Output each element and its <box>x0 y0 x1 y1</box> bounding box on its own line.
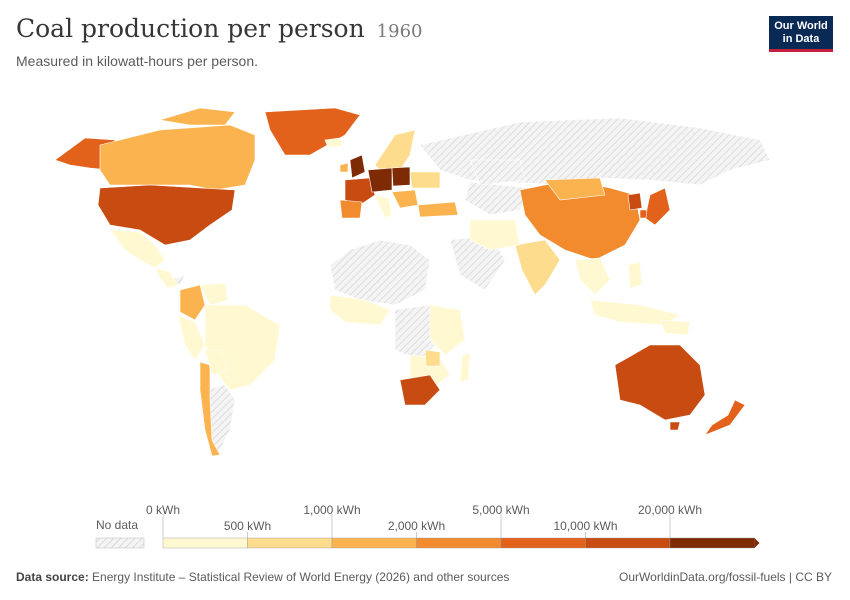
country-canada-islands[interactable] <box>159 107 236 126</box>
footer-source: Data source: Energy Institute – Statisti… <box>16 570 509 584</box>
country-australia[interactable] <box>614 344 706 421</box>
owid-logo[interactable]: Our World in Data <box>769 16 833 52</box>
country-mexico[interactable] <box>109 229 166 269</box>
legend-bin-5 <box>585 537 671 549</box>
country-east-africa[interactable] <box>429 304 466 356</box>
country-korea-south[interactable] <box>639 209 648 219</box>
legend-no-data-label: No data <box>96 518 138 532</box>
logo-line-1: Our World <box>774 20 828 32</box>
country-turkey[interactable] <box>417 201 459 218</box>
legend-label-top: 5,000 kWh <box>472 503 529 517</box>
country-west-africa[interactable] <box>329 294 391 326</box>
chart-subtitle: Measured in kilowatt-hours per person. <box>16 53 259 69</box>
country-ukraine[interactable] <box>409 171 441 189</box>
country-new-zealand[interactable] <box>704 399 746 436</box>
country-madagascar[interactable] <box>459 352 471 383</box>
legend-bin-3 <box>416 537 502 549</box>
country-italy[interactable] <box>374 194 393 219</box>
legend-label-top: 0 kWh <box>146 503 180 517</box>
country-france[interactable] <box>344 177 376 206</box>
country-usa[interactable] <box>97 184 236 246</box>
country-kazakhstan[interactable] <box>469 159 526 186</box>
country-central-america[interactable] <box>154 267 179 289</box>
country-southeast-asia[interactable] <box>574 257 611 296</box>
country-uk[interactable] <box>349 154 366 179</box>
country-poland[interactable] <box>391 166 411 187</box>
chart-title: Coal production per person 1960 <box>16 14 422 43</box>
country-canada[interactable] <box>99 124 256 191</box>
country-brazil[interactable] <box>204 304 281 391</box>
country-japan[interactable] <box>644 187 671 226</box>
legend-bin-6 <box>669 537 755 549</box>
country-ireland[interactable] <box>339 162 349 173</box>
legend-no-data-swatch <box>95 537 145 549</box>
legend-arrow <box>754 538 760 548</box>
country-north-africa-nodata[interactable] <box>329 239 431 306</box>
country-balkans[interactable] <box>391 189 419 209</box>
source-text: Energy Institute – Statistical Review of… <box>92 570 510 584</box>
title-text: Coal production per person <box>16 14 365 43</box>
legend-label-bottom: 2,000 kWh <box>388 519 445 533</box>
legend-bin-1 <box>247 537 333 549</box>
logo-line-2: in Data <box>782 33 820 45</box>
country-papua[interactable] <box>659 319 691 336</box>
legend-bin-2 <box>331 537 417 549</box>
country-zimbabwe[interactable] <box>424 349 441 367</box>
country-mongolia[interactable] <box>544 177 606 201</box>
legend-label-top: 20,000 kWh <box>638 503 702 517</box>
country-colombia[interactable] <box>179 284 206 321</box>
country-greenland[interactable] <box>264 107 361 156</box>
country-peru[interactable] <box>177 314 206 361</box>
world-map[interactable] <box>0 100 850 490</box>
legend-label-bottom: 500 kWh <box>224 519 271 533</box>
country-bolivia[interactable] <box>204 349 229 376</box>
title-year: 1960 <box>376 21 423 42</box>
country-north-korea[interactable] <box>627 192 643 211</box>
country-central-africa[interactable] <box>394 304 441 361</box>
country-iceland[interactable] <box>324 137 343 148</box>
country-india[interactable] <box>514 239 561 296</box>
legend-bin-0 <box>162 537 248 549</box>
country-pakistan-iran[interactable] <box>469 219 521 251</box>
country-central-asia[interactable] <box>464 181 531 216</box>
country-venezuela[interactable] <box>199 282 229 306</box>
legend-label-bottom: 10,000 kWh <box>553 519 617 533</box>
legend-label-top: 1,000 kWh <box>303 503 360 517</box>
country-germany[interactable] <box>367 167 393 193</box>
footer-url[interactable]: OurWorldinData.org/fossil-fuels | CC BY <box>619 570 832 584</box>
country-philippines[interactable] <box>627 261 643 289</box>
legend-bin-4 <box>500 537 586 549</box>
country-chile[interactable] <box>199 361 221 457</box>
country-spain[interactable] <box>339 199 363 219</box>
country-russia[interactable] <box>419 117 771 186</box>
legend: No data 0 kWh 1,000 kWh 5,000 kWh 20,000 kW… <box>95 503 760 549</box>
source-label: Data source: <box>16 570 89 584</box>
country-tasmania[interactable] <box>669 421 681 431</box>
country-south-africa[interactable] <box>399 374 441 406</box>
